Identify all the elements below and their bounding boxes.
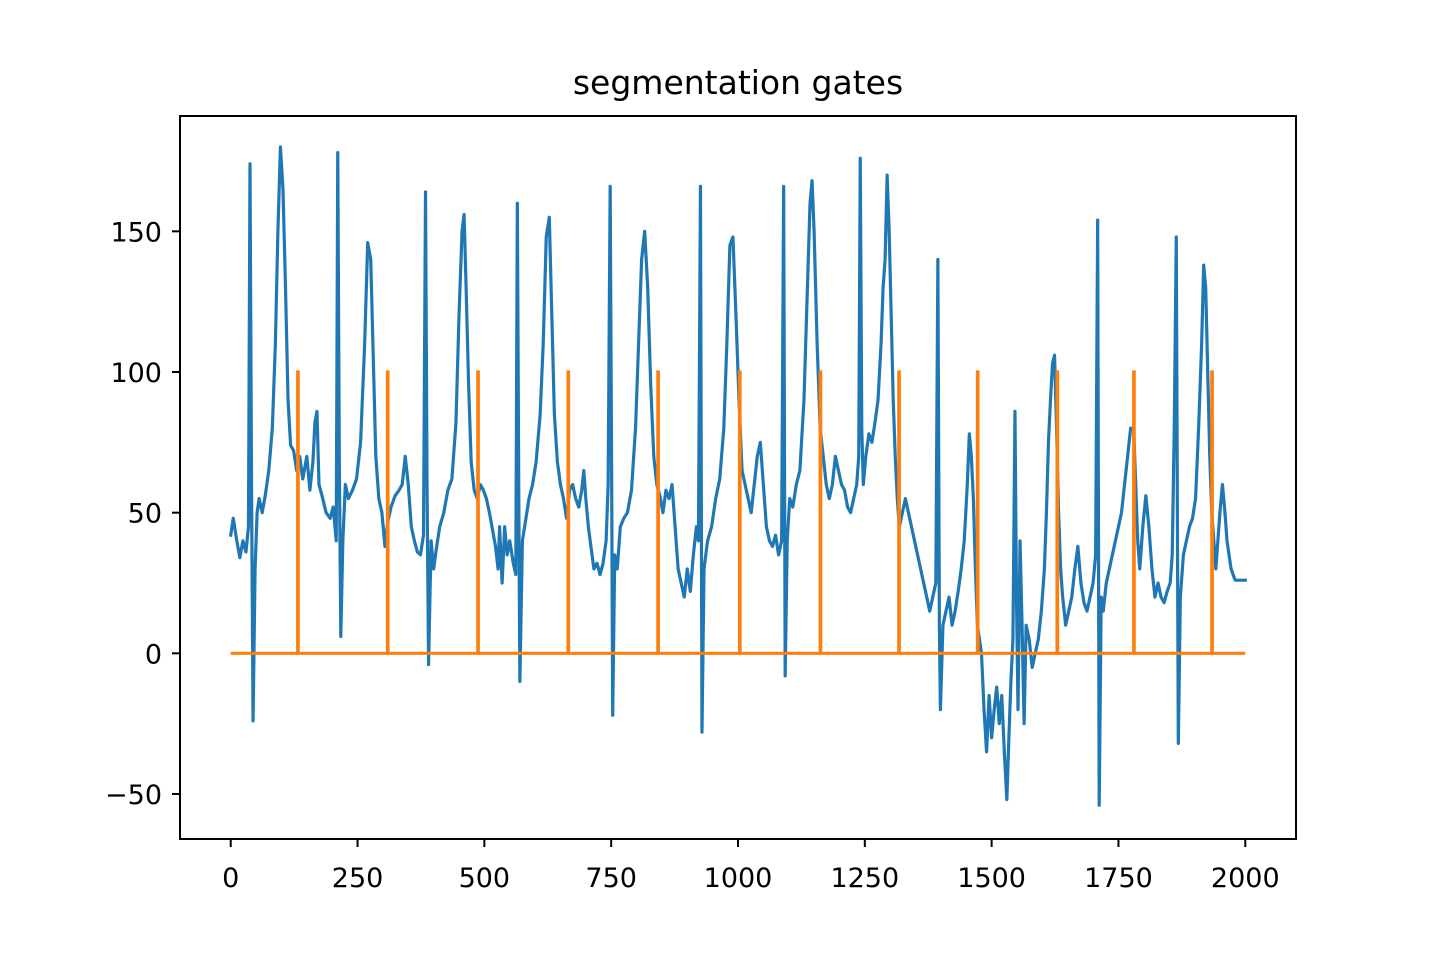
- x-tick-label: 2000: [1211, 863, 1280, 894]
- y-axis: −50 0 50 100 150: [105, 217, 180, 811]
- chart-title: segmentation gates: [573, 63, 903, 102]
- x-tick-label: 1500: [957, 863, 1026, 894]
- x-axis: 0 250 500 750 1000 1250 1500 1750 2000: [222, 839, 1280, 894]
- y-tick-label: 150: [110, 217, 162, 248]
- y-tick-label: −50: [105, 780, 162, 811]
- y-tick-label: 50: [128, 499, 162, 530]
- y-tick-label: 0: [145, 639, 162, 670]
- series-line-signal: [228, 145, 1247, 807]
- x-tick-label: 750: [585, 863, 637, 894]
- y-tick-label: 100: [110, 358, 162, 389]
- series-group: [228, 145, 1247, 807]
- x-tick-label: 1000: [704, 863, 773, 894]
- x-tick-label: 0: [222, 863, 239, 894]
- x-tick-label: 250: [332, 863, 384, 894]
- x-tick-label: 500: [459, 863, 511, 894]
- x-tick-label: 1750: [1084, 863, 1153, 894]
- x-tick-label: 1250: [830, 863, 899, 894]
- series-line-gates: [230, 370, 1246, 655]
